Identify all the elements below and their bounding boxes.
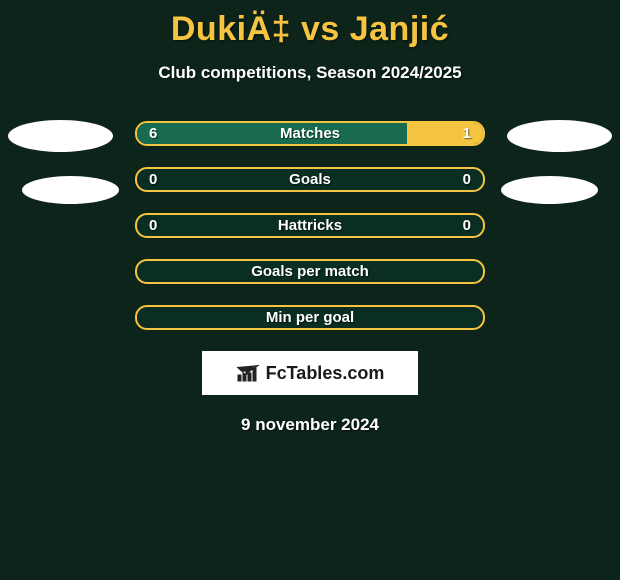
avatar-left-top	[8, 120, 113, 152]
stat-bar: Min per goal	[135, 305, 485, 330]
subtitle: Club competitions, Season 2024/2025	[0, 63, 620, 83]
stat-bar: Goals per match	[135, 259, 485, 284]
bar-label: Hattricks	[137, 215, 483, 236]
chart-icon	[236, 363, 260, 383]
page-title: DukiÄ‡ vs Janjić	[0, 0, 620, 49]
bar-label: Goals	[137, 169, 483, 190]
stats-bars: 61Matches 00Goals 00Hattricks Goals per mat…	[135, 121, 485, 330]
bar-label: Goals per match	[137, 261, 483, 282]
avatar-left-bottom	[22, 176, 119, 204]
logo-text: FcTables.com	[266, 363, 385, 384]
stat-bar: 00Goals	[135, 167, 485, 192]
bar-label: Matches	[137, 123, 483, 144]
avatar-right-bottom	[501, 176, 598, 204]
logo-box[interactable]: FcTables.com	[202, 351, 418, 395]
stat-bar: 61Matches	[135, 121, 485, 146]
date-label: 9 november 2024	[0, 415, 620, 435]
avatar-right-top	[507, 120, 612, 152]
bar-label: Min per goal	[137, 307, 483, 328]
stat-bar: 00Hattricks	[135, 213, 485, 238]
